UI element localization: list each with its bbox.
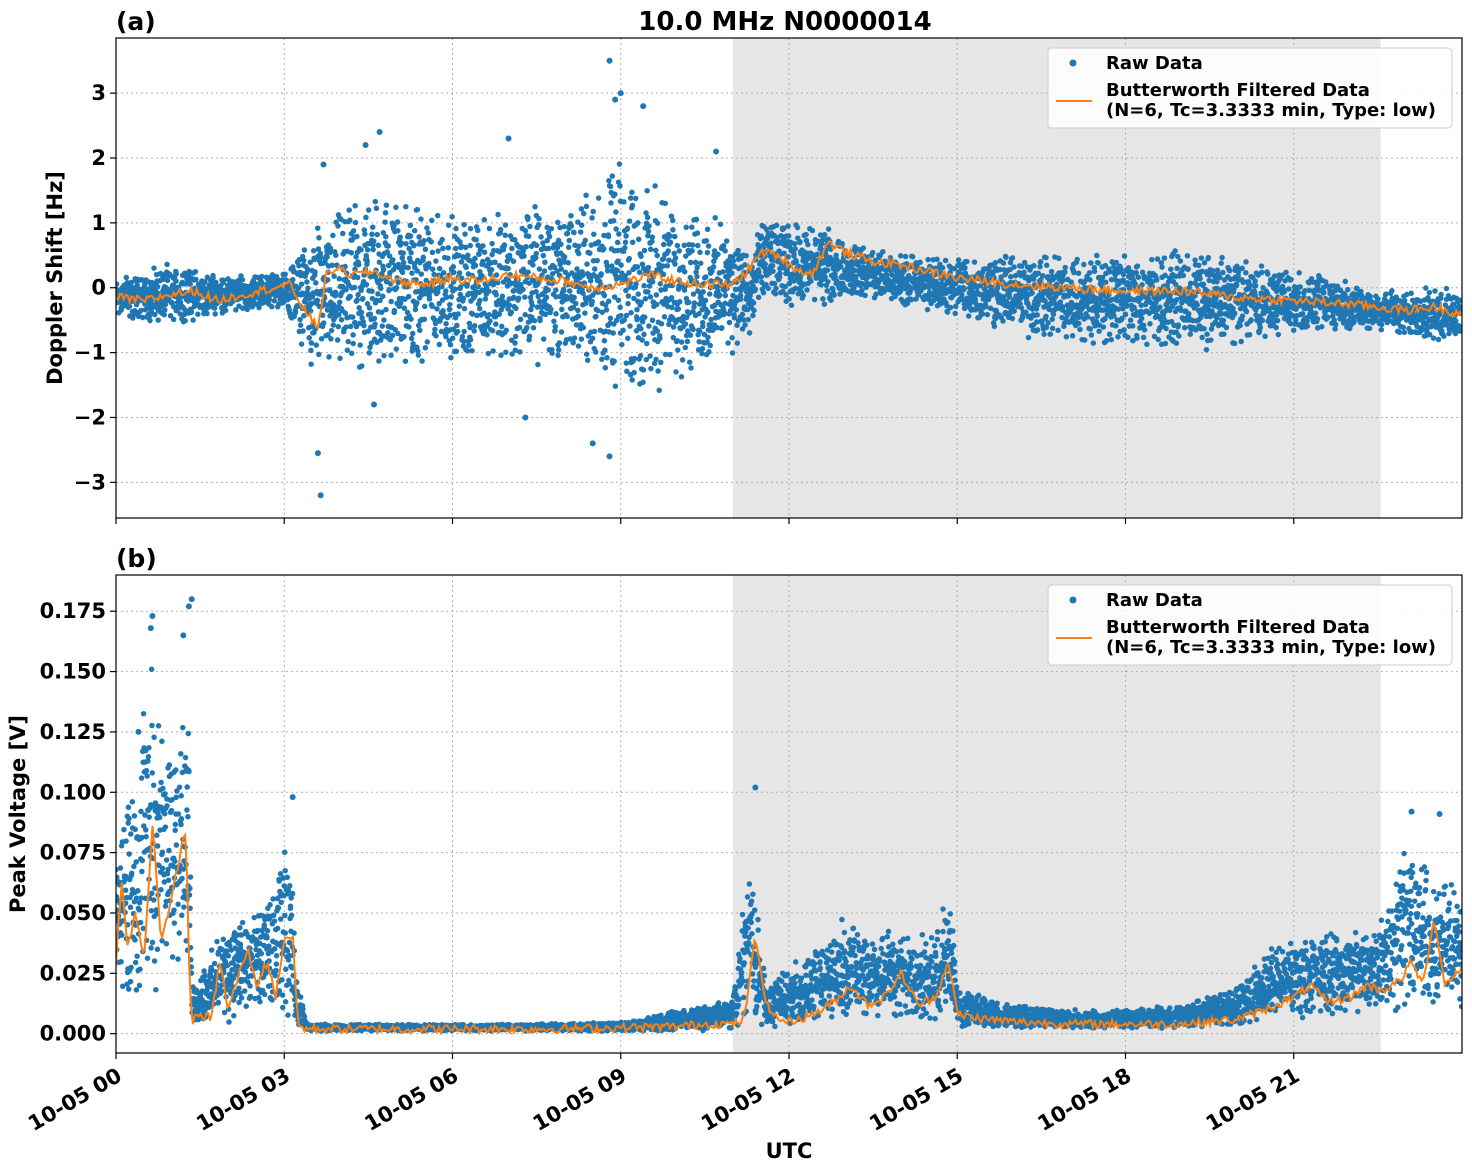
filtered-data-line — [116, 240, 1462, 330]
raw-outlier-point — [752, 784, 759, 791]
raw-outlier-point — [713, 148, 720, 155]
x-tick-label: 10-05 09 — [529, 1063, 631, 1136]
raw-outlier-point — [320, 161, 327, 168]
raw-outlier-point — [185, 603, 192, 610]
x-tick-label: 10-05 15 — [865, 1063, 967, 1136]
data-layer — [116, 596, 1462, 1036]
raw-outlier-point — [362, 142, 369, 149]
y-tick-label: 0.000 — [40, 1022, 106, 1046]
raw-outlier-point — [376, 129, 383, 136]
raw-outlier-point — [135, 728, 142, 735]
x-tick-label: 10-05 00 — [24, 1063, 126, 1136]
y-tick-label: 0.025 — [40, 961, 106, 985]
raw-outlier-point — [1436, 811, 1443, 817]
y-axis-label: Doppler Shift [Hz] — [43, 171, 67, 385]
y-tick-label: 0.150 — [40, 660, 106, 684]
panel-label: (b) — [116, 544, 157, 573]
panel-label: (a) — [116, 7, 156, 36]
figure-title: 10.0 MHz N0000014 — [638, 7, 931, 37]
y-tick-label: −1 — [74, 341, 106, 365]
y-tick-label: 1 — [91, 211, 106, 235]
raw-outlier-point — [589, 440, 596, 447]
x-tick-label: 10-05 06 — [361, 1063, 463, 1136]
raw-outlier-point — [289, 794, 296, 801]
x-tick-label: 10-05 03 — [192, 1063, 294, 1136]
raw-outlier-point — [314, 450, 321, 457]
legend-marker-raw — [1069, 596, 1077, 604]
legend-label-filtered: (N=6, Tc=3.3333 min, Type: low) — [1106, 100, 1436, 121]
legend-marker-raw — [1069, 59, 1077, 67]
y-tick-label: 3 — [91, 81, 106, 105]
y-tick-label: 0.100 — [40, 780, 106, 804]
legend-label-filtered: Butterworth Filtered Data — [1106, 617, 1370, 638]
y-tick-label: 2 — [91, 146, 106, 170]
raw-outlier-point — [612, 96, 619, 103]
raw-outlier-point — [147, 625, 154, 632]
raw-outlier-point — [617, 90, 624, 97]
raw-outlier-point — [1408, 808, 1415, 815]
y-tick-label: −2 — [74, 405, 106, 429]
legend-label-raw: Raw Data — [1106, 590, 1203, 611]
legend: Raw Data Butterworth Filtered Data(N=6, T… — [1047, 47, 1453, 129]
legend-label-filtered: (N=6, Tc=3.3333 min, Type: low) — [1106, 637, 1436, 658]
x-tick-label: 10-05 12 — [697, 1063, 799, 1136]
y-tick-label: 0 — [91, 276, 106, 300]
y-tick-label: 0.050 — [40, 901, 106, 925]
legend-box — [1047, 584, 1453, 666]
filtered-data-line — [116, 825, 1462, 1036]
raw-outlier-point — [606, 57, 613, 64]
raw-outlier-point — [505, 135, 512, 142]
x-tick-label: 10-05 18 — [1034, 1063, 1136, 1136]
doppler-shift-panel: −3 −2 −1 0 1 2 3 Doppler Shift [Hz] (a) Raw Data B… — [43, 7, 1463, 524]
y-axis-label: Peak Voltage [V] — [6, 715, 30, 913]
raw-outlier-point — [317, 492, 324, 499]
y-tick-label: −3 — [74, 470, 106, 494]
raw-outlier-point — [640, 103, 647, 110]
raw-outlier-point — [606, 453, 613, 460]
y-tick-label: 0.175 — [40, 599, 106, 623]
legend-box — [1047, 47, 1453, 129]
raw-outlier-point — [149, 613, 156, 620]
y-tick-label: 0.075 — [40, 841, 106, 865]
legend-label-raw: Raw Data — [1106, 53, 1203, 74]
peak-voltage-panel: 0.000 0.025 0.050 0.075 0.100 0.125 0.150 0.175… — [6, 544, 1463, 1136]
x-tick-label: 10-05 21 — [1202, 1063, 1304, 1136]
raw-outlier-point — [522, 414, 529, 421]
raw-outlier-point — [370, 401, 377, 408]
legend-label-filtered: Butterworth Filtered Data — [1106, 80, 1370, 101]
x-axis-label: UTC — [766, 1139, 813, 1163]
raw-outlier-point — [180, 632, 187, 639]
raw-outlier-point — [188, 596, 195, 603]
legend: Raw Data Butterworth Filtered Data(N=6, T… — [1047, 584, 1453, 666]
y-tick-label: 0.125 — [40, 720, 106, 744]
